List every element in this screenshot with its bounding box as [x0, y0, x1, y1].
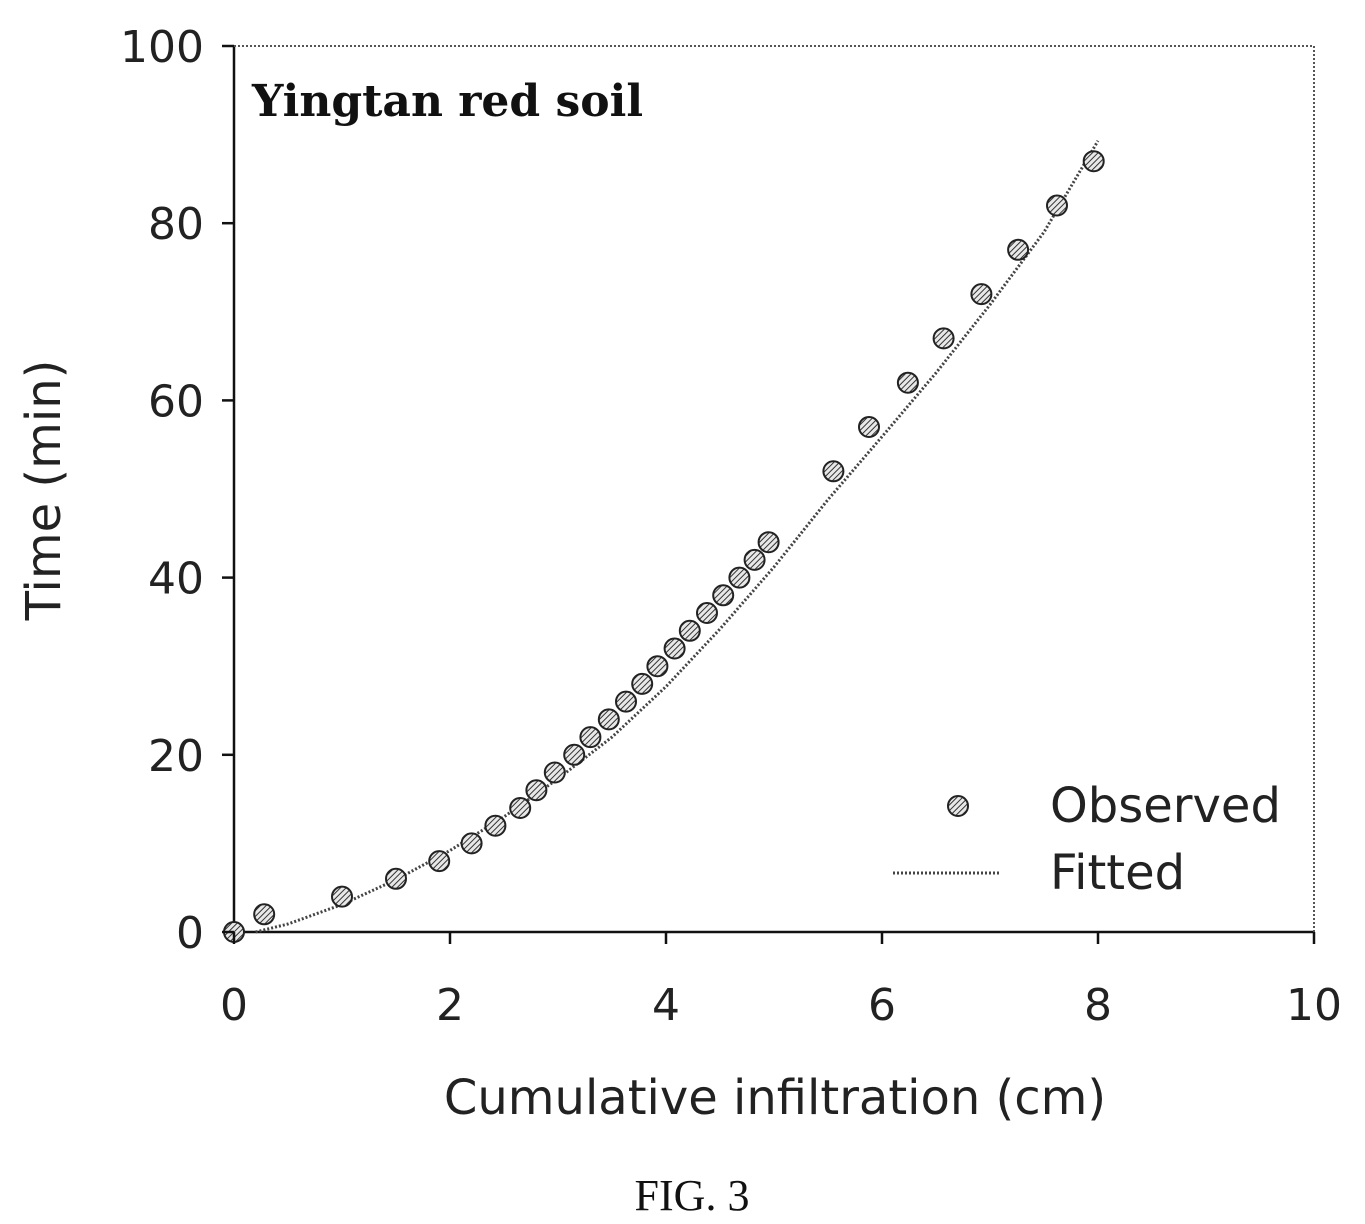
observed-point — [563, 743, 586, 766]
fitted-curve-layer — [255, 140, 1100, 934]
x-tick-label: 4 — [652, 980, 680, 1031]
observed-point — [970, 283, 993, 306]
observed-point — [663, 637, 686, 660]
y-tick-label: 20 — [148, 731, 204, 782]
x-tick-label: 8 — [1084, 980, 1112, 1031]
observed-point — [858, 416, 880, 438]
x-axis-title: Cumulative infiltration (cm) — [444, 1070, 1106, 1126]
observed-point — [428, 850, 451, 873]
observed-point — [543, 761, 566, 784]
observed-point — [509, 797, 532, 819]
observed-point — [1007, 238, 1030, 261]
observed-point — [712, 584, 735, 607]
observed-point — [757, 531, 780, 554]
observed-point — [253, 903, 276, 926]
observed-point — [1046, 194, 1068, 217]
x-tick-label: 6 — [868, 980, 896, 1031]
observed-point — [331, 885, 353, 908]
observed-point — [822, 460, 845, 483]
legend: Observed Fitted — [893, 778, 1281, 901]
observed-point — [385, 867, 407, 890]
y-axis-title: Time (min) — [16, 360, 72, 622]
x-tick-label: 10 — [1286, 980, 1342, 1031]
observed-point — [696, 602, 718, 624]
legend-observed-label: Observed — [1050, 778, 1281, 834]
observed-point — [615, 690, 637, 713]
y-tick-label: 80 — [148, 199, 204, 250]
observed-point — [728, 566, 751, 589]
legend-observed-marker — [947, 795, 969, 817]
observed-point — [646, 655, 669, 678]
observed-point — [896, 371, 919, 394]
observed-points-layer — [223, 150, 1105, 943]
observed-point — [597, 708, 620, 731]
plot-frame — [232, 45, 1315, 934]
y-tick-label: 40 — [148, 554, 204, 605]
y-tick-label: 0 — [176, 908, 204, 959]
legend-fitted-label: Fitted — [1050, 845, 1185, 901]
observed-point — [631, 672, 654, 695]
chart-title: Yingtan red soil — [251, 76, 643, 127]
observed-point — [743, 548, 766, 571]
observed-point — [460, 832, 483, 855]
x-tick-label: 0 — [220, 980, 248, 1031]
y-tick-label: 60 — [148, 376, 204, 427]
observed-point — [579, 726, 602, 749]
y-tick-label: 100 — [120, 22, 204, 73]
observed-point — [484, 814, 507, 837]
figure-caption: FIG. 3 — [635, 1171, 750, 1220]
observed-point — [1082, 150, 1105, 173]
observed-point — [525, 779, 548, 802]
observed-point — [932, 327, 955, 350]
observed-point — [678, 619, 701, 642]
fitted-curve — [255, 140, 1100, 934]
x-tick-label: 2 — [436, 980, 464, 1031]
